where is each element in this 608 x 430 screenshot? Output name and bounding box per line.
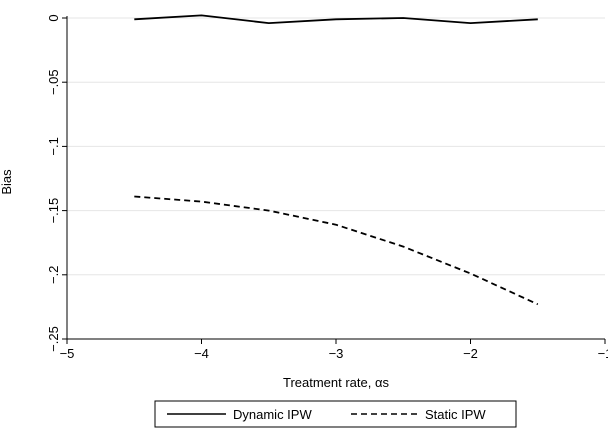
y-tick-label-3: −.15 (46, 198, 61, 224)
y-tick-label-0: 0 (46, 14, 61, 21)
x-tick-label-3: −2 (463, 346, 478, 361)
x-axis-title: Treatment rate, αs (283, 375, 390, 390)
x-tick-label-1: −4 (194, 346, 209, 361)
legend: Dynamic IPW Static IPW (154, 400, 517, 428)
y-tick-label-1: −.05 (46, 69, 61, 95)
series-line-dynamic-ipw (134, 14, 538, 25)
tick-labels: 0 −.05 −.1 −.15 −.2 −.25−5 −4 −3 −2 −1 (46, 14, 608, 361)
y-tick-label-4: −.2 (46, 266, 61, 284)
y-tick-label-2: −.1 (46, 137, 61, 155)
axes (62, 16, 606, 344)
x-tick-label-0: −5 (60, 346, 75, 361)
legend-label-static-ipw: Static IPW (425, 407, 486, 422)
y-axis-title: Bias (0, 169, 14, 195)
series-line-static-ipw (134, 195, 539, 306)
x-tick-label-2: −3 (329, 346, 344, 361)
legend-label-dynamic-ipw: Dynamic IPW (233, 407, 312, 422)
series-lines (134, 14, 539, 306)
y-tick-label-5: −.25 (46, 326, 61, 352)
x-tick-label-4: −1 (598, 346, 608, 361)
